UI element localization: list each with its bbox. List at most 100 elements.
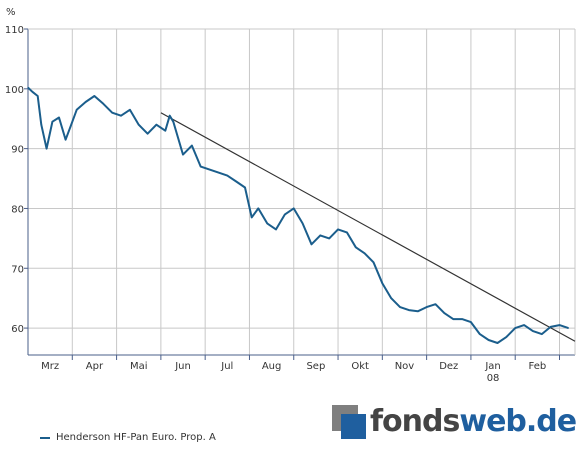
x-tick-label: Feb	[528, 361, 546, 372]
data-point	[381, 282, 383, 284]
data-point	[65, 139, 67, 141]
x-tick-label: Sep	[306, 361, 325, 372]
data-point	[138, 124, 140, 126]
data-point	[310, 243, 313, 245]
x-tick-label: Jun	[174, 361, 191, 372]
data-point	[355, 246, 357, 248]
data-point	[257, 207, 259, 210]
x-tick-label: Apr	[86, 361, 104, 372]
data-point	[40, 124, 42, 126]
data-point	[523, 324, 525, 326]
data-point	[461, 318, 463, 320]
data-point	[111, 112, 113, 114]
x-tick-sublabel: 08	[487, 373, 500, 384]
data-point	[488, 339, 490, 341]
data-point	[390, 297, 392, 299]
fondsweb-logo: fondsweb.de	[332, 402, 577, 442]
trendline	[160, 112, 576, 342]
data-point	[532, 330, 534, 332]
data-point	[293, 207, 295, 210]
data-point	[244, 186, 246, 189]
data-point	[372, 261, 375, 263]
data-point	[191, 145, 193, 147]
data-point	[146, 133, 149, 135]
data-point	[58, 116, 60, 119]
data-point	[496, 342, 499, 344]
data-point	[31, 91, 34, 93]
data-point	[452, 318, 454, 320]
data-point	[302, 222, 304, 225]
data-point	[27, 87, 29, 89]
data-point	[172, 121, 174, 123]
data-point	[541, 333, 543, 335]
y-tick-label: 100	[5, 85, 24, 96]
grid	[28, 28, 575, 355]
data-point	[337, 228, 339, 230]
data-point	[443, 312, 445, 314]
data-point	[46, 148, 48, 150]
x-tick-label: Aug	[262, 361, 282, 372]
data-point	[426, 306, 428, 308]
data-point	[226, 174, 228, 177]
logo-text-part2: web.de	[459, 404, 577, 439]
data-point	[76, 109, 78, 111]
x-tick-label: Dez	[439, 361, 458, 372]
y-tick-label: 80	[11, 204, 24, 215]
legend-swatch	[40, 436, 50, 439]
data-point	[169, 115, 171, 117]
x-tick-label: Nov	[395, 361, 415, 372]
x-tick-label: Okt	[351, 361, 369, 372]
y-tick-label: 60	[11, 324, 24, 335]
y-tick-label: 70	[11, 264, 24, 275]
data-point	[208, 168, 211, 171]
x-tick-label: Jan	[484, 361, 500, 372]
data-point	[51, 121, 53, 123]
logo-mark-icon	[332, 405, 366, 439]
data-point	[328, 237, 330, 239]
tick-labels: 60 70 80 90 100 110 Mrz Apr Mai Jun Jul Aug Sep Okt No…	[5, 25, 546, 384]
data-point	[470, 321, 472, 323]
series-layer	[27, 86, 569, 344]
x-tick-label: Mai	[130, 361, 148, 372]
logo-mark-front	[341, 414, 366, 439]
legend: Henderson HF-Pan Euro. Prop. A	[40, 432, 216, 443]
data-point	[434, 303, 437, 305]
logo-text-part1: fonds	[370, 404, 460, 439]
data-point	[558, 324, 561, 326]
data-point	[200, 165, 202, 168]
trendline-layer	[160, 112, 576, 342]
data-point	[567, 327, 569, 329]
legend-label: Henderson HF-Pan Euro. Prop. A	[56, 432, 216, 443]
data-point	[284, 213, 286, 216]
data-point	[417, 310, 419, 312]
data-point	[275, 228, 277, 230]
data-point	[93, 95, 96, 97]
y-tick-label: 90	[11, 145, 24, 156]
data-point	[129, 109, 131, 111]
data-point	[266, 222, 268, 225]
data-point	[514, 327, 516, 329]
data-point	[217, 171, 220, 174]
data-point	[84, 101, 87, 103]
y-tick-label: 110	[5, 25, 24, 36]
data-point	[505, 336, 507, 338]
data-point	[182, 154, 184, 156]
data-point	[399, 306, 401, 308]
data-point	[319, 234, 321, 236]
data-point	[346, 231, 348, 233]
data-point	[235, 180, 237, 183]
axes	[24, 28, 576, 360]
data-point	[364, 252, 366, 254]
data-point	[164, 130, 166, 132]
x-tick-label: Mrz	[41, 361, 59, 372]
data-point	[479, 333, 481, 335]
data-point	[155, 124, 158, 126]
data-point	[102, 103, 104, 105]
data-point	[69, 127, 71, 129]
data-point	[120, 115, 122, 117]
data-point	[251, 216, 253, 219]
data-point	[37, 95, 39, 97]
x-tick-label: Jul	[220, 361, 233, 372]
data-point	[408, 309, 410, 311]
